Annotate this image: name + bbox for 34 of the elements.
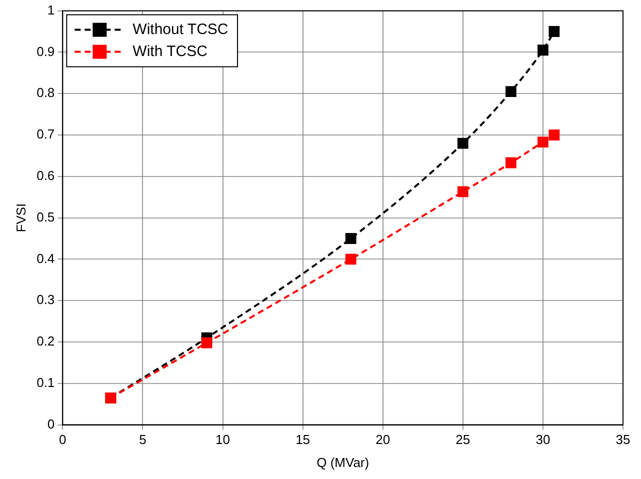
y-tick-label: 0.5: [36, 209, 55, 224]
x-tick-label: 35: [616, 432, 630, 448]
x-tick-label: 0: [59, 432, 66, 448]
x-tick-label: 30: [536, 432, 550, 448]
x-tick-label: 15: [296, 432, 310, 448]
y-tick-label: 1: [47, 2, 55, 18]
point: [548, 26, 560, 37]
point: [505, 157, 516, 168]
x-tick-label: 25: [456, 432, 470, 448]
y-tick-label: 0: [47, 416, 55, 432]
legend-label: With TCSC: [132, 42, 208, 60]
point: [457, 186, 468, 198]
y-tick-label: 0.7: [36, 126, 55, 142]
point: [505, 86, 516, 97]
point: [201, 337, 212, 348]
y-tick-label: 0.8: [36, 85, 55, 100]
point: [548, 130, 560, 140]
legend-label: Without TCSC: [132, 20, 228, 38]
y-tick-label: 0.4: [36, 250, 55, 266]
y-axis-title: FVSI: [13, 203, 28, 232]
point: [538, 136, 548, 148]
y-tick-label: 0.3: [36, 292, 55, 308]
y-tick-label: 0.2: [36, 334, 55, 349]
point: [457, 138, 468, 149]
y-tick-label: 0.9: [36, 44, 55, 59]
point: [345, 233, 356, 244]
x-axis-title: Q (MVar): [316, 454, 370, 470]
point: [538, 44, 548, 56]
y-tick-label: 0.6: [36, 168, 55, 183]
x-tick-label: 20: [376, 432, 390, 448]
x-tick-label: 10: [216, 432, 230, 448]
point: [345, 254, 356, 265]
x-tick-label: 5: [139, 432, 146, 448]
y-tick-label: 0.1: [36, 374, 55, 390]
